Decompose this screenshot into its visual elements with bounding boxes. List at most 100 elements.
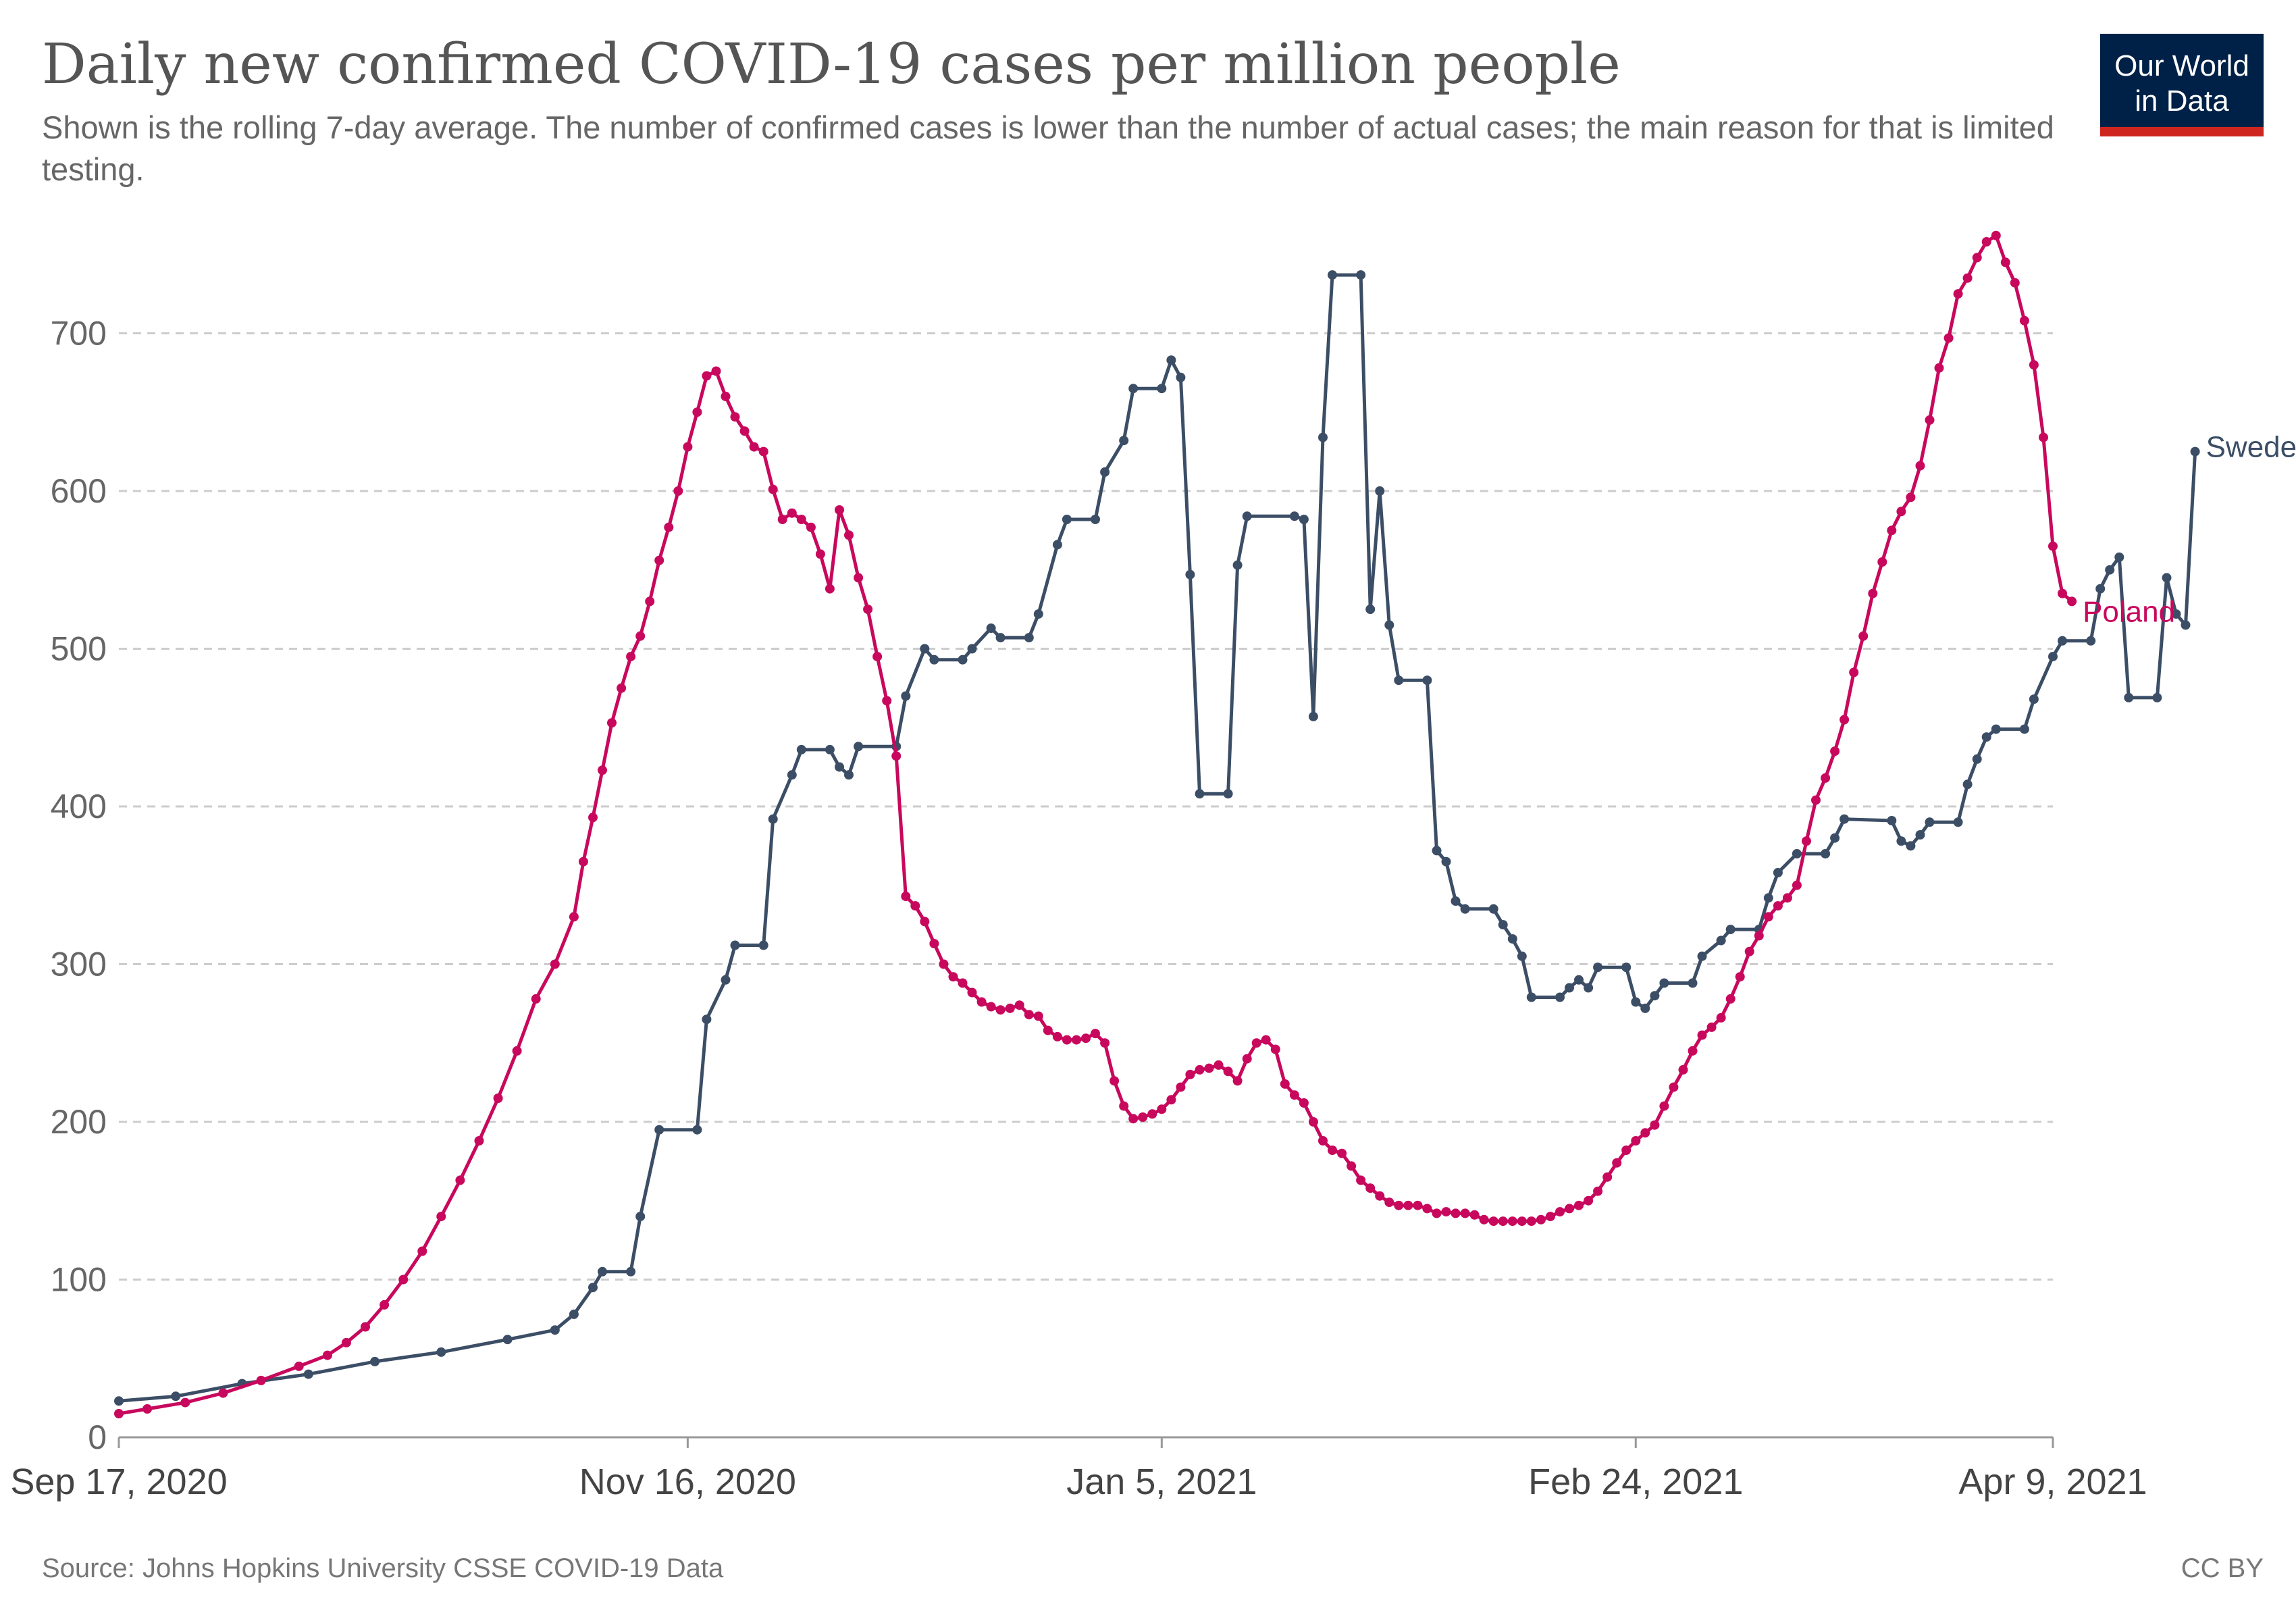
poland-data-point — [380, 1300, 390, 1310]
poland-data-point — [1991, 230, 2001, 240]
sweden-data-point — [1555, 992, 1565, 1002]
poland-data-point — [1432, 1208, 1442, 1218]
owid-logo[interactable]: Our World in Data — [2100, 34, 2264, 136]
poland-data-point — [626, 652, 636, 662]
poland-data-point — [1811, 795, 1821, 805]
poland-data-point — [1536, 1214, 1546, 1225]
poland-data-point — [1289, 1090, 1299, 1100]
sweden-data-point — [1840, 814, 1850, 824]
poland-data-point — [322, 1350, 332, 1360]
poland-data-point — [1507, 1216, 1517, 1227]
poland-data-point — [1593, 1186, 1603, 1196]
sweden-data-point — [2171, 609, 2181, 619]
logo-line-1: Our World — [2114, 49, 2249, 82]
logo-line-2: in Data — [2135, 84, 2229, 118]
poland-data-point — [588, 813, 598, 823]
poland-data-point — [1166, 1095, 1176, 1105]
sweden-data-point — [702, 1014, 712, 1025]
poland-data-point — [1858, 631, 1869, 641]
license-link[interactable]: CC BY — [2181, 1553, 2264, 1583]
poland-data-point — [2039, 432, 2048, 442]
poland-data-point — [361, 1322, 370, 1332]
poland-data-point — [1830, 746, 1840, 756]
poland-data-point — [294, 1361, 304, 1371]
poland-data-point — [1223, 1066, 1233, 1077]
sweden-data-point — [995, 633, 1006, 643]
sweden-data-point — [2152, 692, 2162, 702]
poland-data-point — [721, 391, 731, 401]
poland-data-point — [929, 939, 939, 949]
poland-data-point — [1356, 1175, 1366, 1185]
poland-data-point — [180, 1397, 190, 1408]
poland-data-point — [1347, 1161, 1357, 1171]
poland-data-point — [1840, 715, 1850, 725]
sweden-data-point — [1830, 833, 1840, 843]
poland-data-point — [607, 718, 617, 728]
sweden-data-point — [1962, 779, 1973, 790]
sweden-data-point — [1299, 515, 1309, 524]
sweden-data-point — [1024, 633, 1034, 643]
sweden-series-label: Sweden — [2206, 431, 2296, 464]
sweden-data-point — [2058, 636, 2067, 646]
poland-data-point — [1195, 1064, 1205, 1075]
poland-data-point — [1896, 507, 1906, 517]
sweden-data-point — [1584, 983, 1594, 993]
poland-data-point — [2029, 360, 2039, 370]
poland-data-point — [872, 652, 883, 662]
sweden-data-point — [1631, 997, 1641, 1007]
poland-data-point — [768, 484, 778, 494]
sweden-data-point — [1773, 868, 1783, 877]
poland-data-point — [1024, 1010, 1034, 1020]
poland-data-point — [1469, 1210, 1480, 1220]
sweden-data-point — [2019, 724, 2029, 734]
sweden-data-point — [654, 1125, 664, 1135]
poland-data-point — [1403, 1200, 1413, 1210]
poland-data-point — [777, 515, 787, 524]
sweden-data-point — [1091, 515, 1100, 524]
sweden-data-point — [2048, 652, 2058, 662]
poland-data-point — [1100, 1038, 1110, 1048]
y-tick-label: 200 — [51, 1103, 107, 1141]
poland-data-point — [835, 505, 844, 515]
poland-data-point — [787, 508, 797, 518]
poland-data-point — [1972, 253, 1982, 263]
poland-data-point — [1052, 1031, 1062, 1041]
poland-data-point — [1612, 1158, 1622, 1168]
sweden-data-point — [303, 1369, 313, 1379]
sweden-data-point — [1232, 560, 1243, 570]
poland-data-point — [2000, 257, 2010, 267]
poland-data-point — [1014, 1000, 1024, 1010]
poland-data-point — [958, 978, 968, 988]
poland-data-point — [1299, 1098, 1309, 1108]
poland-data-point — [1640, 1128, 1650, 1138]
poland-data-point — [1792, 880, 1802, 890]
poland-data-point — [1138, 1112, 1148, 1122]
sweden-data-point — [2086, 636, 2096, 646]
sweden-data-point — [1972, 754, 1982, 764]
sweden-data-point — [502, 1335, 513, 1345]
poland-data-point — [1631, 1136, 1641, 1146]
poland-data-point — [1384, 1198, 1394, 1208]
poland-data-point — [1735, 972, 1745, 982]
poland-data-point — [341, 1337, 351, 1347]
poland-data-point — [1413, 1200, 1423, 1210]
poland-data-point — [512, 1046, 522, 1056]
poland-data-point — [1621, 1146, 1632, 1155]
y-axis: 0 100 200 300 400 500 600 700 — [51, 314, 107, 1456]
poland-data-point — [1232, 1076, 1243, 1086]
sweden-data-point — [588, 1283, 598, 1293]
x-tick-label: Sep 17, 2020 — [10, 1462, 227, 1502]
poland-data-point — [815, 549, 825, 559]
poland-data-point — [863, 604, 873, 615]
poland-data-point — [901, 892, 911, 902]
sweden-data-point — [1365, 604, 1376, 615]
sweden-data-point — [1460, 904, 1470, 914]
poland-data-point — [1517, 1216, 1527, 1227]
poland-data-point — [1584, 1195, 1594, 1206]
poland-data-point — [1498, 1216, 1508, 1227]
poland-data-point — [1678, 1064, 1688, 1075]
poland-data-point — [1251, 1038, 1261, 1048]
poland-data-point — [976, 997, 987, 1007]
sweden-data-point — [1062, 515, 1072, 524]
poland-data-point — [995, 1005, 1006, 1015]
